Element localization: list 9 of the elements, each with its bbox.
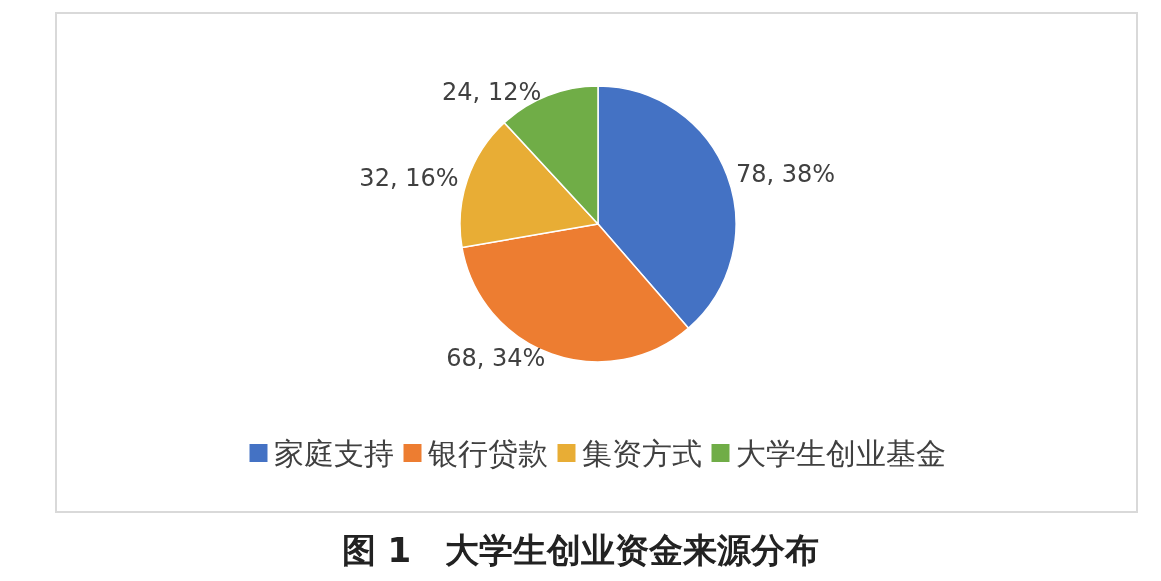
data-label: 78, 38% [736, 160, 836, 189]
legend-label: 银行贷款 [426, 435, 548, 471]
legend-label: 集资方式 [581, 435, 702, 471]
data-label: 32, 16% [359, 164, 459, 193]
legend-label: 大学生创业基金 [735, 435, 946, 471]
data-label: 68, 34% [446, 343, 546, 372]
legend-label: 家庭支持 [273, 435, 394, 471]
data-label: 24, 12% [442, 77, 542, 106]
text: 图 1 大学生创业资金来源分布 [340, 529, 821, 572]
